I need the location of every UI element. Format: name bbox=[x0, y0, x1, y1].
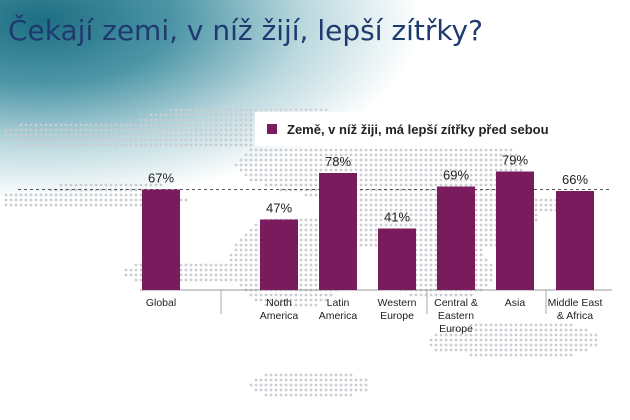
category-label: Western Europe bbox=[378, 297, 417, 322]
data-label: 67% bbox=[148, 171, 174, 186]
category-label: Central & Eastern Europe bbox=[434, 297, 478, 335]
bar bbox=[260, 219, 298, 290]
legend-label: Země, v níž žiji, má lepší zítřky před s… bbox=[287, 121, 549, 137]
legend-swatch bbox=[267, 124, 277, 134]
bar bbox=[496, 171, 534, 290]
data-label: 66% bbox=[562, 172, 588, 187]
bar bbox=[319, 173, 357, 290]
data-label: 79% bbox=[502, 153, 528, 168]
data-label: 69% bbox=[443, 168, 469, 183]
chart-legend: Země, v níž žiji, má lepší zítřky před s… bbox=[255, 112, 573, 146]
data-label: 78% bbox=[325, 154, 351, 169]
bar bbox=[556, 191, 594, 290]
bar bbox=[378, 228, 416, 290]
bar bbox=[142, 189, 180, 290]
bar bbox=[437, 186, 475, 290]
category-label: Middle East & Africa bbox=[548, 297, 603, 322]
slide-title: Čekají zemi, v níž žijí, lepší zítřky? bbox=[8, 14, 483, 47]
category-label: Latin America bbox=[319, 297, 358, 322]
data-label: 41% bbox=[384, 210, 410, 225]
category-label: Global bbox=[146, 297, 176, 309]
data-label: 47% bbox=[266, 201, 292, 216]
category-label: Asia bbox=[505, 297, 526, 309]
category-label: North America bbox=[260, 297, 299, 322]
